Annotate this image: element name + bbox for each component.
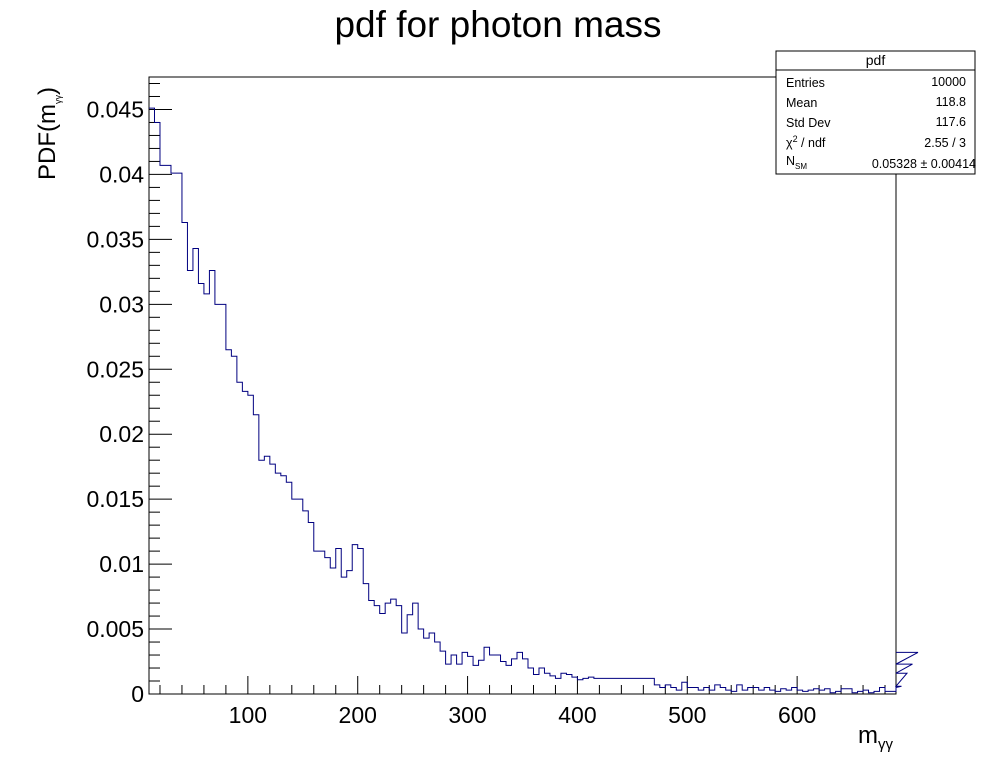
chart-title: pdf for photon mass bbox=[334, 4, 661, 45]
stats-stddev-value: 117.6 bbox=[936, 115, 966, 129]
y-axis-label-close: ) bbox=[34, 87, 61, 95]
x-tick-label: 500 bbox=[668, 702, 706, 728]
x-tick-label: 600 bbox=[778, 702, 816, 728]
x-axis-label-main: m bbox=[858, 722, 878, 749]
stats-chi2-label: χ2 / ndf bbox=[786, 134, 826, 150]
y-tick-label: 0.025 bbox=[86, 356, 144, 382]
y-tick-label: 0.04 bbox=[99, 161, 144, 187]
y-axis-label: PDF(mγγ) bbox=[34, 87, 63, 180]
stats-nsm-subscript: SM bbox=[795, 162, 807, 171]
y-tick-label: 0 bbox=[131, 681, 144, 707]
y-tick-label: 0.03 bbox=[99, 291, 144, 317]
histogram-series-line bbox=[149, 107, 919, 694]
y-axis-tick-labels: 0 0.005 0.01 0.015 0.02 0.025 0.03 0.035 0.04 0.0… bbox=[86, 96, 144, 707]
y-tick-label: 0.045 bbox=[86, 96, 144, 122]
stats-box-title: pdf bbox=[866, 52, 886, 68]
y-axis-label-subscript: γγ bbox=[53, 95, 63, 105]
stats-nsm-value: 0.05328 ± 0.00414 bbox=[872, 157, 976, 171]
stats-box: pdf Entries 10000 Mean 118.8 Std Dev 117… bbox=[775, 50, 976, 175]
x-tick-label: 100 bbox=[229, 702, 267, 728]
y-axis-label-main: PDF(m bbox=[34, 104, 61, 180]
y-tick-label: 0.015 bbox=[86, 486, 144, 512]
x-tick-label: 200 bbox=[339, 702, 377, 728]
y-axis-ticks bbox=[149, 82, 172, 695]
plot-frame bbox=[148, 76, 897, 695]
y-tick-label: 0.035 bbox=[86, 226, 144, 252]
y-tick-label: 0.01 bbox=[99, 551, 144, 577]
stats-chi2-value: 2.55 / 3 bbox=[924, 136, 966, 150]
stats-entries-label: Entries bbox=[786, 76, 825, 90]
stats-nsm-main: N bbox=[786, 154, 795, 168]
stats-mean-label: Mean bbox=[786, 96, 817, 110]
stats-box-border bbox=[775, 50, 976, 175]
y-tick-label: 0.02 bbox=[99, 421, 144, 447]
stats-mean-value: 118.8 bbox=[936, 95, 966, 109]
x-axis-ticks bbox=[159, 676, 886, 694]
stats-chi2-symbol: χ bbox=[786, 136, 793, 150]
stats-chi2-superscript: 2 bbox=[793, 134, 798, 144]
x-axis-tick-labels: 100 200 300 400 500 600 bbox=[229, 702, 817, 728]
x-axis-label: mγγ bbox=[858, 722, 894, 753]
stats-nsm-label: NSM bbox=[786, 154, 807, 171]
y-tick-label: 0.005 bbox=[86, 616, 144, 642]
x-tick-label: 300 bbox=[448, 702, 486, 728]
stats-stddev-label: Std Dev bbox=[786, 116, 831, 130]
x-tick-label: 400 bbox=[558, 702, 596, 728]
stats-entries-value: 10000 bbox=[931, 75, 966, 89]
x-axis-label-subscript: γγ bbox=[878, 736, 894, 753]
stats-chi2-rest: / ndf bbox=[798, 136, 826, 150]
